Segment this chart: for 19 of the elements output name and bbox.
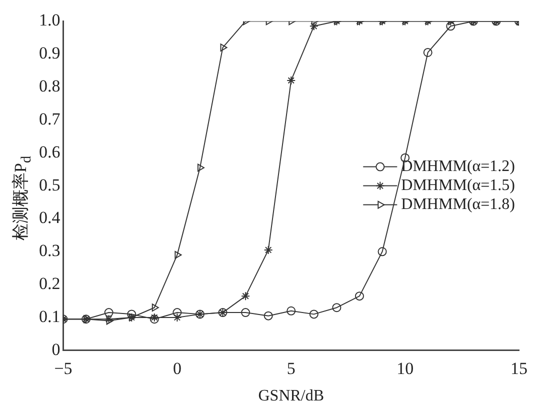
x-axis-title: GSNR/dB <box>258 388 324 405</box>
y-tick-label: 0.9 <box>39 44 60 63</box>
y-tick-label: 0.1 <box>39 306 60 326</box>
x-tick-label: 5 <box>286 359 296 378</box>
y-tick-label: 0.4 <box>39 208 61 228</box>
x-tick-label: 15 <box>510 359 528 378</box>
y-tick-label: 0.2 <box>39 274 60 294</box>
y-tick-label: 0.7 <box>39 109 61 128</box>
x-tick-label: 0 <box>172 359 182 378</box>
y-tick-label: 0 <box>52 340 60 359</box>
y-tick-label: 1.0 <box>39 10 60 30</box>
legend-label: DMHMM(α=1.8) <box>401 196 516 214</box>
legend-label: DMHMM(α=1.5) <box>401 177 516 194</box>
y-tick-label: 0.3 <box>39 241 60 260</box>
y-tick-label: 0.8 <box>39 76 60 96</box>
x-tick-label: −5 <box>54 359 72 378</box>
y-tick-label: 0.6 <box>39 142 60 162</box>
x-tick-label: 10 <box>396 359 414 378</box>
y-tick-label: 0.5 <box>39 175 60 194</box>
